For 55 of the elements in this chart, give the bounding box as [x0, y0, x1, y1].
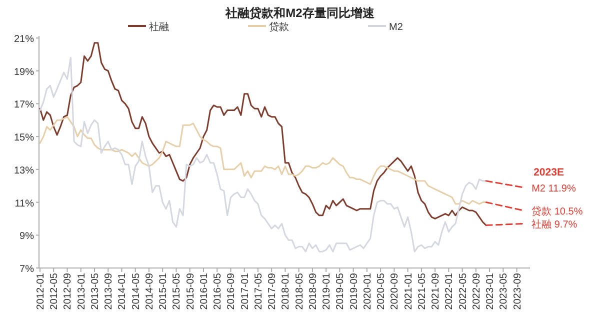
y-tick-label: 15% [14, 132, 34, 144]
x-tick-label: 2014-05 [130, 272, 142, 310]
x-tick-label: 2022-09 [471, 272, 482, 310]
annotation: 贷款 10.5% [532, 206, 583, 218]
x-tick-label: 2016-05 [212, 272, 224, 310]
x-tick-label: 2012-05 [49, 272, 60, 310]
x-tick-label: 2013-01 [76, 272, 88, 310]
x-tick-label: 2021-05 [416, 272, 428, 310]
x-tick-label: 2019-09 [348, 272, 360, 310]
x-tick-label: 2023-09 [512, 272, 524, 310]
x-tick-label: 2019-01 [322, 272, 333, 310]
line-series [39, 42, 487, 226]
x-tick-label: 2023-05 [498, 272, 510, 310]
x-tick-label: 2012-01 [36, 272, 46, 310]
x-tick-label: 2013-09 [104, 272, 115, 310]
x-tick-label: 2018-09 [308, 272, 319, 310]
x-tick-label: 2023-01 [485, 272, 496, 310]
x-tick-label: 2018-05 [294, 272, 306, 310]
x-tick-label: 2021-01 [403, 272, 414, 310]
x-tick-label: 2022-01 [444, 272, 456, 310]
y-tick-label: 17% [14, 100, 34, 111]
x-tick-label: 2015-05 [172, 272, 183, 310]
x-tick-label: 2020-01 [362, 272, 374, 310]
annotation: 社融 9.7% [532, 218, 578, 231]
y-tick-label: 13% [14, 165, 34, 176]
text: 2023E [534, 166, 564, 178]
x-tick-label: 2020-09 [390, 272, 401, 310]
x-tick-label: 2015-09 [185, 272, 196, 310]
line-series [39, 56, 487, 252]
legend-label: M2 [389, 22, 404, 33]
x-tick-label: 2016-09 [226, 272, 238, 310]
legend-label: 贷款 [269, 21, 289, 33]
x-tick-label: 2022-05 [458, 272, 469, 310]
chart-title: 社融贷款和M2存量同比增速 [224, 6, 376, 20]
y-tick-label: 7% [20, 264, 34, 275]
x-tick-label: 2012-09 [62, 272, 74, 310]
annotation: M2 11.9% [532, 184, 576, 194]
x-tick-label: 2018-01 [280, 272, 292, 310]
x-tick-label: 2014-01 [117, 272, 128, 310]
x-tick-label: 2017-09 [267, 272, 278, 310]
x-tick-label: 2013-05 [90, 272, 101, 310]
x-tick-label: 2017-05 [253, 272, 264, 310]
y-tick-label: 19% [14, 66, 34, 78]
x-tick-label: 2014-09 [144, 272, 156, 310]
y-tick-label: 21% [14, 34, 34, 45]
x-tick-label: 2017-01 [240, 272, 251, 310]
x-tick-label: 2021-09 [430, 272, 442, 310]
y-tick-label: 9% [20, 231, 34, 242]
x-tick-label: 2015-01 [158, 272, 170, 310]
x-tick-label: 2016-01 [198, 272, 210, 310]
x-tick-label: 2020-05 [376, 272, 388, 310]
line-series [39, 116, 487, 205]
legend-label: 社融 [149, 21, 169, 33]
y-tick-label: 11% [14, 198, 34, 210]
x-tick-label: 2019-05 [335, 272, 346, 310]
